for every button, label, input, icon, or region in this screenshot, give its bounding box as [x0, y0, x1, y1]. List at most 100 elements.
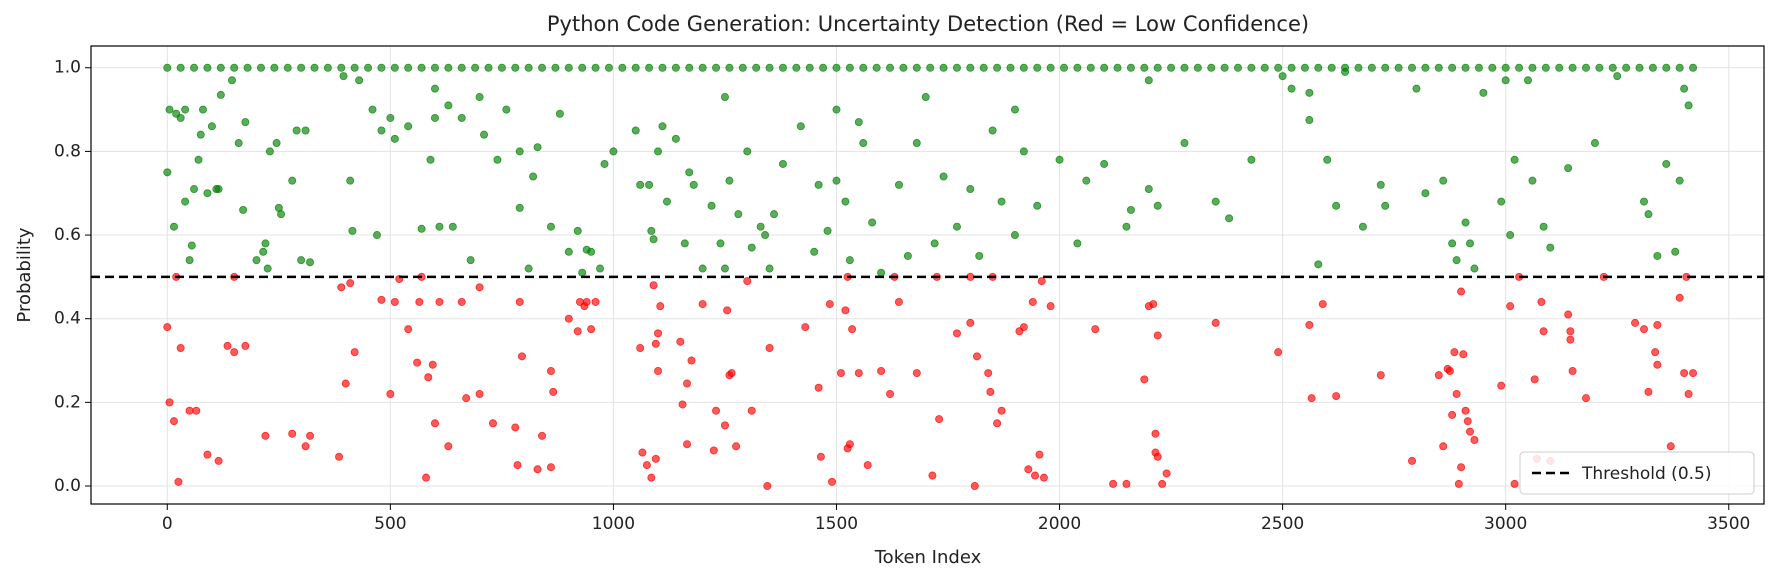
scatter-point: [763, 482, 772, 491]
scatter-point: [546, 463, 555, 472]
scatter-point: [1595, 63, 1604, 72]
scatter-point: [636, 180, 645, 189]
scatter-point: [350, 63, 359, 72]
scatter-point: [1314, 63, 1323, 72]
scatter-point: [1421, 189, 1430, 198]
scatter-point: [573, 327, 582, 336]
x-tick-label: 0: [162, 514, 173, 534]
scatter-point: [475, 283, 484, 292]
scatter-point: [662, 197, 671, 206]
y-tick-label: 0.4: [54, 309, 81, 329]
scatter-point: [430, 113, 439, 122]
scatter-point: [631, 126, 640, 135]
scatter-point: [671, 63, 680, 72]
scatter-point: [1457, 463, 1466, 472]
scatter-point: [832, 63, 841, 72]
scatter-point: [243, 63, 252, 72]
scatter-point: [1539, 327, 1548, 336]
scatter-point: [1006, 63, 1015, 72]
scatter-point: [417, 224, 426, 233]
scatter-point: [163, 168, 172, 177]
scatter-point: [966, 318, 975, 327]
scatter-point: [1225, 214, 1234, 223]
scatter-point: [966, 63, 975, 72]
scatter-point: [1506, 302, 1515, 311]
scatter-point: [645, 180, 654, 189]
scatter-point: [801, 323, 810, 332]
scatter-point: [341, 379, 350, 388]
scatter-point: [1211, 318, 1220, 327]
scatter-point: [973, 352, 982, 361]
scatter-point: [181, 105, 190, 114]
scatter-point: [386, 113, 395, 122]
scatter-point: [828, 477, 837, 486]
scatter-point: [935, 415, 944, 424]
scatter-point: [176, 113, 185, 122]
scatter-point: [752, 63, 761, 72]
scatter-point: [1274, 63, 1283, 72]
scatter-point: [348, 226, 357, 235]
scatter-point: [645, 63, 654, 72]
scatter-point: [185, 406, 194, 415]
scatter-point: [1153, 452, 1162, 461]
scatter-point: [1564, 164, 1573, 173]
scatter-point: [1019, 323, 1028, 332]
scatter-point: [707, 201, 716, 210]
scatter-point: [415, 297, 424, 306]
scatter-point: [1452, 256, 1461, 265]
x-tick-label: 2000: [1038, 514, 1081, 534]
scatter-point: [1307, 394, 1316, 403]
legend-box: [1519, 451, 1755, 495]
scatter-point: [1031, 471, 1040, 480]
scatter-point: [390, 297, 399, 306]
scatter-point: [1445, 366, 1454, 375]
scatter-point: [1452, 389, 1461, 398]
x-tick-label: 3000: [1484, 514, 1527, 534]
scatter-point: [1461, 218, 1470, 227]
scatter-point: [778, 159, 787, 168]
scatter-point: [988, 126, 997, 135]
scatter-point: [1055, 155, 1064, 164]
scatter-point: [435, 297, 444, 306]
scatter-point: [979, 63, 988, 72]
scatter-point: [1010, 105, 1019, 114]
scatter-point: [471, 63, 480, 72]
scatter-point: [261, 239, 270, 248]
scatter-point: [1354, 63, 1363, 72]
x-tick-label: 1000: [592, 514, 635, 534]
scatter-point: [1028, 297, 1037, 306]
scatter-point: [676, 337, 685, 346]
scatter-point: [339, 72, 348, 81]
scatter-point: [1461, 406, 1470, 415]
scatter-point: [845, 440, 854, 449]
scatter-point: [346, 279, 355, 288]
scatter-point: [1631, 318, 1640, 327]
scatter-point: [1113, 63, 1122, 72]
scatter-point: [216, 63, 225, 72]
scatter-point: [176, 343, 185, 352]
scatter-point: [651, 454, 660, 463]
scatter-point: [720, 93, 729, 102]
scatter-point: [886, 389, 895, 398]
x-tick-label: 1500: [815, 514, 858, 534]
scatter-point: [1528, 63, 1537, 72]
scatter-point: [939, 172, 948, 181]
scatter-point: [163, 63, 172, 72]
scatter-point: [377, 126, 386, 135]
scatter-point: [743, 147, 752, 156]
scatter-point: [816, 452, 825, 461]
scatter-point: [404, 63, 413, 72]
scatter-point: [832, 176, 841, 185]
scatter-point: [529, 172, 538, 181]
scatter-point: [1689, 63, 1698, 72]
scatter-point: [1300, 63, 1309, 72]
scatter-point: [1457, 287, 1466, 296]
scatter-point: [1448, 410, 1457, 419]
chart-title: Python Code Generation: Uncertainty Dete…: [547, 12, 1309, 36]
scatter-point: [404, 122, 413, 131]
scatter-point: [928, 471, 937, 480]
plot-marks: [91, 63, 1764, 491]
scatter-point: [1555, 63, 1564, 72]
scatter-point: [230, 63, 239, 72]
scatter-point: [165, 105, 174, 114]
